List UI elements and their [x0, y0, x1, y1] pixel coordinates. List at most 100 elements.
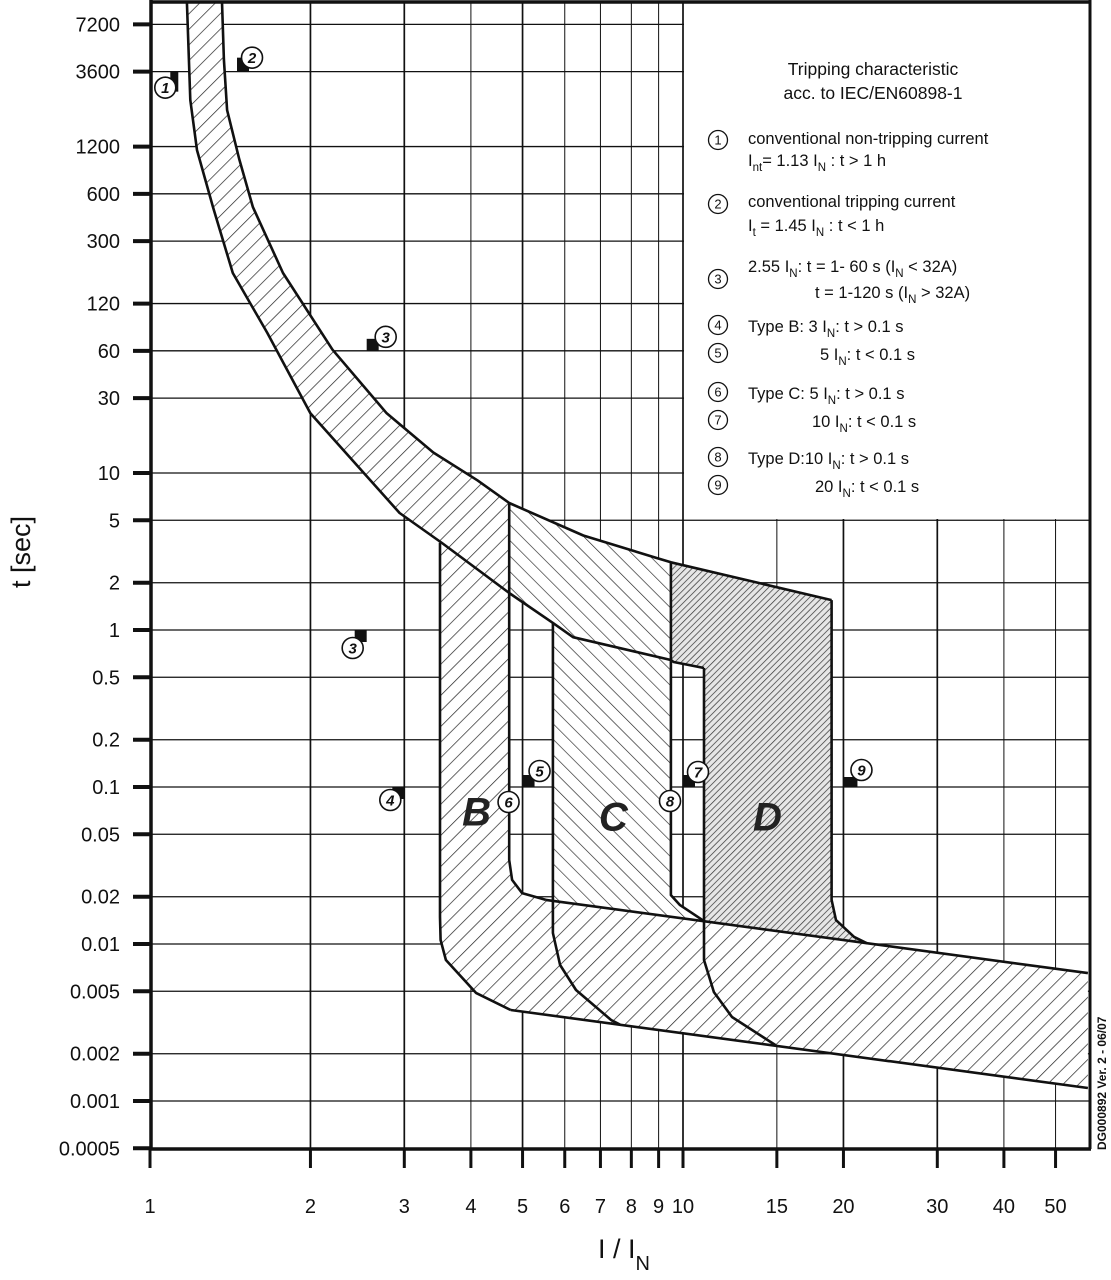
zone-label-B: B	[462, 790, 491, 834]
legend-text-line: 2.55 IN: t = 1- 60 s (IN < 32A)	[748, 258, 957, 280]
x-tick-label: 3	[399, 1196, 410, 1218]
x-tick-label: 4	[465, 1196, 476, 1218]
x-tick-label: 8	[626, 1196, 637, 1218]
marker-circle	[379, 788, 402, 812]
legend-number: 2	[714, 197, 721, 212]
legend-item-6: 6 Type C: 5 IN: t > 0.1 s	[707, 381, 904, 407]
y-tick-label: 0.2	[92, 730, 120, 752]
marker-2: 2	[237, 46, 264, 72]
legend-text-line: It = 1.45 IN : t < 1 h	[748, 217, 884, 239]
y-tick-label: 0.001	[70, 1091, 120, 1113]
legend-text-line: Type C: 5 IN: t > 0.1 s	[748, 385, 904, 407]
y-tick-label: 10	[98, 463, 120, 485]
marker-circle	[153, 76, 177, 99]
legend-number-circle	[707, 446, 729, 468]
legend-text-line: t = 1-120 s (IN > 32A)	[815, 284, 970, 306]
legend-number: 1	[714, 133, 721, 148]
legend-text-segment: 10 I	[812, 413, 840, 431]
legend-text-segment: 5 I	[820, 346, 838, 364]
marker-8: 8	[658, 789, 682, 813]
instantaneous-lower-line	[510, 1008, 1089, 1090]
y-tick-label: 0.01	[81, 934, 120, 956]
legend-text-line: 5 IN: t < 0.1 s	[820, 346, 915, 368]
legend-subscript: N	[818, 162, 826, 174]
type-c-right-edge	[669, 562, 705, 923]
legend-subscript: t	[753, 227, 757, 239]
marker-3: 3	[341, 630, 367, 660]
legend-text-segment: : t < 1 h	[824, 217, 884, 235]
y-tick-label: 3600	[76, 62, 121, 84]
y-tick-label: 0.1	[92, 777, 120, 799]
legend-number: 6	[714, 385, 721, 400]
marker-number: 8	[666, 794, 675, 811]
legend-number-circle	[707, 342, 729, 364]
legend-subscript: N	[843, 488, 851, 500]
legend-text-segment: Type D:10 I	[748, 450, 832, 468]
instantaneous-upper-line	[545, 898, 1089, 975]
marker-number: 5	[535, 764, 544, 781]
legend-item-3: 3 2.55 IN: t = 1- 60 s (IN < 32A) t = 1-12…	[707, 258, 970, 306]
legend-subscript: N	[840, 423, 848, 435]
legend-number-circle	[707, 381, 729, 403]
legend-text-segment: : t < 0.1 s	[847, 346, 915, 364]
markers: 1 2 3 3 4 5 6 7 8 9 B C D	[153, 46, 873, 839]
legend-text-segment: : t > 0.1 s	[836, 385, 904, 403]
x-tick-label: 10	[672, 1196, 694, 1218]
y-tick-label: 5	[109, 510, 120, 532]
legend-text-segment: : t > 1 h	[826, 152, 886, 170]
legend-text-segment: = 1.45 I	[756, 217, 816, 235]
legend-text-segment: Type B: 3 I	[748, 318, 827, 336]
legend-text-segment: t = 1-120 s (I	[815, 284, 908, 302]
y-tick-label: 120	[87, 294, 120, 316]
legend-text-segment: 2.55 I	[748, 258, 789, 276]
y-axis-title: t [sec]	[6, 516, 36, 588]
legend-number: 3	[714, 272, 721, 287]
legend-number-circle	[707, 474, 729, 496]
type-b-band-region	[440, 503, 1088, 1088]
marker-number: 4	[385, 793, 395, 810]
marker-circle	[240, 46, 264, 69]
legend-text-segment: : t > 0.1 s	[835, 318, 903, 336]
legend-text-line: conventional tripping current	[748, 193, 956, 211]
y-tick-label: 1	[109, 620, 120, 642]
y-tick-label: 0.02	[81, 887, 120, 909]
legend-text-segment: : t = 1- 60 s (I	[798, 258, 896, 276]
legend-text-segment: > 32A)	[916, 284, 970, 302]
type-b-right-edge	[507, 503, 547, 902]
y-tick-label: 0.005	[70, 981, 120, 1003]
type-c-left-edge	[551, 622, 621, 1026]
legend-text-line: Type D:10 IN: t > 0.1 s	[748, 450, 909, 472]
y-tick-label: 7200	[76, 14, 121, 36]
marker-9: 9	[843, 758, 873, 787]
legend-number: 9	[714, 478, 721, 493]
legend-number-circle	[707, 314, 729, 336]
y-tick-label: 300	[87, 231, 120, 253]
legend-number-circle	[707, 409, 729, 431]
marker-number: 1	[161, 80, 169, 97]
legend-item-8: 8 Type D:10 IN: t > 0.1 s	[707, 446, 909, 472]
legend-text-segment: : t > 0.1 s	[841, 450, 909, 468]
x-tick-label: 20	[832, 1196, 854, 1218]
legend-title: acc. to IEC/EN60898-1	[784, 83, 963, 103]
legend-text-line: Type B: 3 IN: t > 0.1 s	[748, 318, 904, 340]
legend-number: 8	[714, 450, 721, 465]
legend-text-segment: 20 I	[815, 478, 843, 496]
zone-label-D: D	[753, 795, 782, 839]
marker-number: 3	[382, 329, 391, 346]
marker-6: 6	[497, 790, 520, 814]
legend-item-1: 1 conventional non-tripping current Int= 1…	[707, 129, 989, 174]
legend-text-line: 20 IN: t < 0.1 s	[815, 478, 919, 500]
marker-number: 6	[504, 795, 513, 812]
legend-text-segment: I	[748, 152, 753, 170]
legend-subscript: nt	[753, 162, 763, 174]
x-tick-label: 30	[926, 1196, 948, 1218]
legend-number-circle	[707, 129, 729, 151]
type-b-left-edge	[438, 542, 512, 1012]
x-axis-title-main: I / I	[598, 1234, 636, 1264]
thermal-band-region	[186, 2, 510, 593]
marker-3: 3	[366, 325, 397, 351]
legend-text-segment: = 1.13 I	[762, 152, 818, 170]
marker-number: 2	[247, 50, 257, 67]
legend-text-line: 10 IN: t < 0.1 s	[812, 413, 916, 435]
